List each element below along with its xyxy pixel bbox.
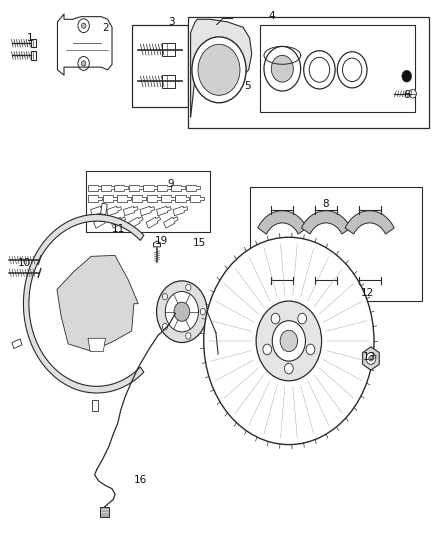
Polygon shape xyxy=(164,216,178,228)
Text: 13: 13 xyxy=(363,352,376,362)
Polygon shape xyxy=(117,195,131,201)
Polygon shape xyxy=(132,195,146,201)
Circle shape xyxy=(256,301,321,381)
Text: 4: 4 xyxy=(268,11,275,21)
Polygon shape xyxy=(88,184,102,191)
Bar xyxy=(92,400,98,411)
Circle shape xyxy=(165,292,198,332)
Circle shape xyxy=(192,37,246,103)
Polygon shape xyxy=(88,195,102,201)
Polygon shape xyxy=(301,211,350,234)
Polygon shape xyxy=(103,195,117,201)
Polygon shape xyxy=(345,211,394,234)
Text: 6: 6 xyxy=(403,90,410,100)
Polygon shape xyxy=(363,347,379,370)
Circle shape xyxy=(264,46,300,91)
Bar xyxy=(12,339,22,349)
Bar xyxy=(188,17,428,128)
Polygon shape xyxy=(91,206,106,216)
Polygon shape xyxy=(161,195,175,201)
Polygon shape xyxy=(258,211,307,234)
Circle shape xyxy=(271,313,280,324)
Circle shape xyxy=(198,44,240,95)
Bar xyxy=(86,171,210,232)
Circle shape xyxy=(162,324,168,330)
Polygon shape xyxy=(101,184,115,191)
Circle shape xyxy=(78,56,89,70)
Circle shape xyxy=(271,55,293,82)
Circle shape xyxy=(309,58,330,82)
Circle shape xyxy=(402,70,412,82)
Polygon shape xyxy=(88,338,106,352)
Polygon shape xyxy=(153,241,160,247)
Polygon shape xyxy=(146,216,161,228)
Circle shape xyxy=(410,90,417,98)
Text: 8: 8 xyxy=(323,199,329,209)
Polygon shape xyxy=(190,195,205,201)
Circle shape xyxy=(272,321,305,361)
Polygon shape xyxy=(124,206,138,216)
Circle shape xyxy=(81,23,86,28)
Polygon shape xyxy=(147,195,161,201)
Bar xyxy=(132,25,188,107)
Circle shape xyxy=(263,344,272,355)
Circle shape xyxy=(306,344,315,355)
Circle shape xyxy=(285,364,293,374)
Circle shape xyxy=(343,58,362,82)
Circle shape xyxy=(200,309,205,315)
Circle shape xyxy=(366,353,376,365)
Polygon shape xyxy=(57,255,138,351)
Text: 3: 3 xyxy=(168,17,174,27)
Circle shape xyxy=(369,356,373,361)
Polygon shape xyxy=(173,206,188,216)
Text: 5: 5 xyxy=(244,81,251,91)
Bar xyxy=(261,25,416,112)
Polygon shape xyxy=(129,216,143,228)
Polygon shape xyxy=(140,206,155,216)
Bar xyxy=(31,51,36,60)
Circle shape xyxy=(298,313,307,324)
Polygon shape xyxy=(94,216,108,228)
Text: 9: 9 xyxy=(168,179,174,189)
Text: 16: 16 xyxy=(134,475,147,485)
Circle shape xyxy=(156,281,207,343)
Bar xyxy=(250,187,422,301)
Bar xyxy=(162,43,175,56)
Polygon shape xyxy=(107,206,121,216)
Text: 19: 19 xyxy=(155,236,168,246)
Text: 10: 10 xyxy=(18,258,31,268)
Circle shape xyxy=(162,294,168,300)
Polygon shape xyxy=(23,214,144,393)
Circle shape xyxy=(304,51,335,89)
Text: 1: 1 xyxy=(27,33,34,43)
Text: 2: 2 xyxy=(102,23,109,34)
Circle shape xyxy=(337,52,367,88)
Circle shape xyxy=(186,284,191,290)
Polygon shape xyxy=(186,184,200,191)
Polygon shape xyxy=(171,184,185,191)
Circle shape xyxy=(78,19,89,33)
Text: 15: 15 xyxy=(193,238,206,247)
Polygon shape xyxy=(111,216,126,228)
Circle shape xyxy=(174,302,190,321)
Text: 11: 11 xyxy=(112,224,125,235)
Circle shape xyxy=(81,61,86,66)
Polygon shape xyxy=(129,184,143,191)
Bar xyxy=(162,75,175,88)
Circle shape xyxy=(204,237,374,445)
Bar xyxy=(31,39,36,47)
Text: 7: 7 xyxy=(403,72,410,82)
Circle shape xyxy=(186,333,191,339)
Polygon shape xyxy=(144,184,158,191)
Polygon shape xyxy=(157,206,171,216)
Circle shape xyxy=(280,330,297,352)
Polygon shape xyxy=(114,184,128,191)
Polygon shape xyxy=(156,184,171,191)
Polygon shape xyxy=(175,195,190,201)
Bar xyxy=(101,203,107,215)
Polygon shape xyxy=(191,19,252,118)
Polygon shape xyxy=(100,507,109,518)
Text: 12: 12 xyxy=(361,288,374,298)
